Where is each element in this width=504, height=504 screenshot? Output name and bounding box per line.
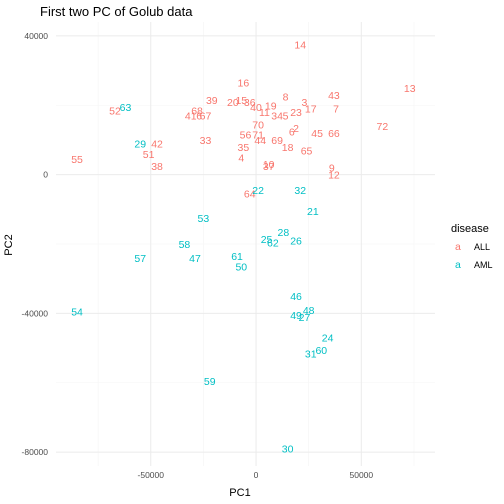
data-point-all: 12 — [328, 170, 340, 182]
chart-title: First two PC of Golub data — [40, 4, 193, 19]
data-point-all: 20 — [227, 97, 239, 109]
data-point-aml: 58 — [179, 239, 191, 251]
data-point-all: 19 — [265, 100, 277, 112]
data-point-all: 23 — [290, 107, 302, 119]
data-point-all: 2 — [293, 123, 299, 135]
grid-lines — [56, 22, 435, 466]
data-point-all: 65 — [301, 145, 313, 157]
data-point-aml: 48 — [303, 305, 315, 317]
data-point-aml: 25 — [261, 234, 273, 246]
data-point-all: 45 — [311, 128, 323, 140]
data-point-all: 51 — [143, 149, 155, 161]
data-point-aml: 26 — [290, 236, 302, 248]
data-point-aml: 22 — [252, 185, 264, 197]
data-point-aml: 61 — [231, 251, 243, 263]
data-point-aml: 57 — [134, 253, 146, 265]
data-point-all: 38 — [151, 161, 163, 173]
data-point-aml: 63 — [120, 102, 132, 114]
data-point-aml: 59 — [204, 376, 216, 388]
data-point-all: 37 — [263, 161, 275, 173]
legend: disease a ALL a AML — [451, 223, 493, 271]
data-point-all: 18 — [282, 142, 294, 154]
data-point-all: 67 — [200, 111, 212, 123]
data-point-all: 9 — [329, 163, 335, 175]
data-point-all: 6 — [289, 126, 295, 138]
x-axis-ticks: -50000 0 50000 — [138, 470, 374, 480]
y-tick-label: 0 — [43, 170, 48, 180]
x-tick-label: -50000 — [138, 470, 165, 480]
y-axis-ticks: 40000 0 -40000 -80000 — [22, 31, 49, 457]
data-point-all: 56 — [240, 130, 252, 142]
data-point-all: 39 — [206, 95, 218, 107]
data-point-all: 10 — [263, 159, 275, 171]
data-point-all: 41 — [185, 111, 197, 123]
data-point-all: 69 — [271, 135, 283, 147]
data-point-all: 52 — [109, 105, 121, 117]
x-tick-label: 0 — [254, 470, 259, 480]
y-tick-label: -80000 — [22, 447, 49, 457]
legend-key-aml: a — [455, 259, 461, 271]
data-point-aml: 62 — [267, 237, 279, 249]
data-point-all: 35 — [238, 142, 250, 154]
data-point-aml: 30 — [282, 444, 294, 456]
x-axis-title: PC1 — [229, 487, 250, 499]
data-point-aml: 31 — [305, 348, 317, 360]
data-point-aml: 28 — [278, 227, 290, 239]
data-point-aml: 60 — [315, 345, 327, 357]
data-point-all: 40 — [250, 102, 262, 114]
data-point-all: 16 — [238, 78, 250, 90]
y-tick-label: -40000 — [22, 308, 49, 318]
data-point-aml: 46 — [290, 291, 302, 303]
legend-title: disease — [451, 223, 489, 235]
data-point-all: 17 — [305, 104, 317, 116]
data-point-all: 13 — [404, 83, 416, 95]
x-tick-label: 50000 — [349, 470, 373, 480]
data-point-aml: 47 — [189, 253, 201, 265]
data-point-all: 11 — [259, 107, 270, 119]
data-point-all: 15 — [235, 95, 247, 107]
data-point-all: 68 — [191, 105, 203, 117]
data-point-aml: 49 — [290, 310, 302, 322]
data-point-aml: 50 — [235, 262, 247, 274]
data-point-aml: 53 — [198, 213, 210, 225]
data-point-aml: 24 — [322, 333, 334, 345]
data-point-all: 5 — [283, 111, 289, 123]
data-point-all: 43 — [328, 90, 340, 102]
data-point-aml: 54 — [71, 307, 83, 319]
data-point-all: 44 — [254, 135, 266, 147]
data-point-all: 70 — [252, 119, 264, 131]
data-point-all: 34 — [271, 111, 283, 123]
data-point-all: 64 — [244, 189, 256, 201]
data-point-all: 8 — [283, 92, 289, 104]
data-point-all: 71 — [252, 130, 264, 142]
data-point-all: 33 — [200, 135, 212, 147]
data-point-all: 72 — [377, 121, 389, 133]
data-point-all: 42 — [151, 138, 163, 150]
data-point-all: 4 — [238, 152, 244, 164]
data-point-all: 36 — [244, 97, 256, 109]
legend-label-all: ALL — [474, 242, 490, 252]
legend-label-aml: AML — [474, 260, 493, 270]
data-point-all: 66 — [328, 128, 340, 140]
data-point-aml: 29 — [134, 138, 146, 150]
data-point-all: 14 — [294, 40, 306, 52]
data-point-aml: 32 — [294, 185, 306, 197]
data-point-all: 7 — [333, 104, 339, 116]
data-point-all: 55 — [71, 154, 83, 166]
data-point-all: 6 — [196, 111, 202, 123]
data-point-all: 3 — [302, 97, 308, 109]
data-point-aml: 27 — [299, 312, 311, 324]
y-axis-title: PC2 — [3, 234, 15, 255]
data-point-aml: 21 — [307, 206, 319, 218]
legend-key-all: a — [455, 241, 461, 253]
y-tick-label: 40000 — [24, 31, 48, 41]
